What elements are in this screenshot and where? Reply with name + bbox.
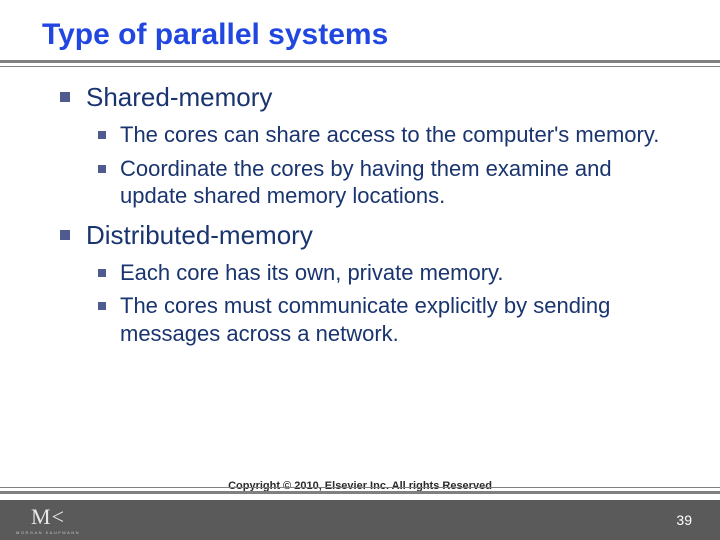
publisher-logo: M< MORGAN KAUFMANN xyxy=(16,506,80,535)
logo-mark: M< xyxy=(31,506,65,528)
bullet-square-icon xyxy=(60,230,70,240)
slide-title: Type of parallel systems xyxy=(42,18,720,52)
content-body: Shared-memory The cores can share access… xyxy=(60,82,680,353)
list-item: The cores can share access to the comput… xyxy=(98,121,680,149)
title-underline xyxy=(0,60,720,67)
bullet-text: Each core has its own, private memory. xyxy=(120,259,504,287)
list-item: The cores must communicate explicitly by… xyxy=(98,292,680,347)
list-item: Each core has its own, private memory. xyxy=(98,259,680,287)
logo-subtext: MORGAN KAUFMANN xyxy=(16,530,80,535)
bullet-text: Distributed-memory xyxy=(86,220,313,251)
list-item: Coordinate the cores by having them exam… xyxy=(98,155,680,210)
bullet-square-icon xyxy=(98,165,106,173)
slide: Type of parallel systems Shared-memory T… xyxy=(0,0,720,540)
bullet-text: Coordinate the cores by having them exam… xyxy=(120,155,680,210)
bullet-text: The cores can share access to the comput… xyxy=(120,121,659,149)
title-region: Type of parallel systems xyxy=(0,0,720,52)
list-item: Shared-memory xyxy=(60,82,680,113)
bullet-square-icon xyxy=(98,131,106,139)
footer-bar: M< MORGAN KAUFMANN 39 xyxy=(0,500,720,540)
footer-rule xyxy=(0,484,720,494)
bullet-square-icon xyxy=(60,92,70,102)
bullet-text: The cores must communicate explicitly by… xyxy=(120,292,680,347)
list-item: Distributed-memory xyxy=(60,220,680,251)
page-number: 39 xyxy=(676,512,692,528)
bullet-square-icon xyxy=(98,302,106,310)
bullet-text: Shared-memory xyxy=(86,82,272,113)
bullet-square-icon xyxy=(98,269,106,277)
